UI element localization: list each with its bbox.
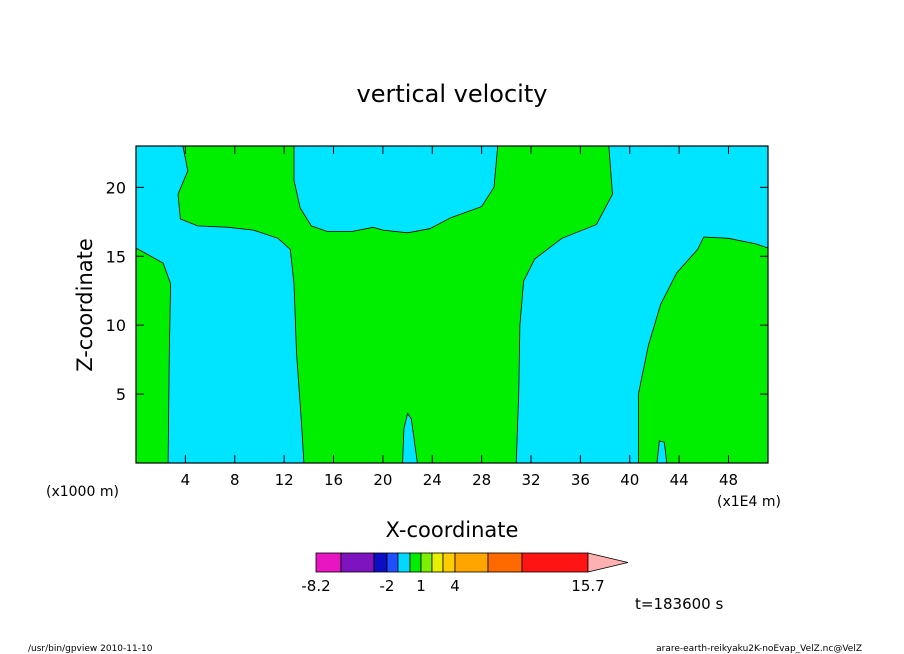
colorbar-label: 4 [450,577,460,595]
x-tick-label: 16 [324,471,343,489]
colorbar-label: -2 [380,577,395,595]
x-tick-label: 28 [472,471,491,489]
colorbar-segment [420,552,433,573]
positive-region-left-edge [135,247,172,464]
x-tick-label: 8 [230,471,240,489]
y-tick-label: 5 [116,385,126,404]
colorbar-segment [386,552,399,573]
colorbar-segment [521,552,589,573]
colorbar [315,552,629,573]
x-axis-label: X-coordinate [386,518,519,542]
colorbar-segment [487,552,523,573]
positive-region-right-lower [638,236,769,464]
y-tick-label: 20 [106,178,126,197]
x-tick-label: 24 [423,471,442,489]
colorbar-label: 15.7 [571,577,604,595]
time-label: t=183600 s [635,595,723,613]
footer-left: /usr/bin/gpview 2010-11-10 [28,644,153,654]
colorbar-segment [409,552,422,573]
colorbar-segment [431,552,444,573]
x-tick-label: 44 [670,471,689,489]
x-tick-label: 40 [620,471,639,489]
colorbar-label: 1 [416,577,426,595]
colorbar-segment [373,552,388,573]
footer-right: arare-earth-reikyaku2K-noEvap_VelZ.nc@Ve… [656,644,862,654]
y-tick-label: 10 [106,316,126,335]
x-tick-label: 32 [521,471,540,489]
y-axis-label: Z-coordinate [73,238,97,372]
colorbar-segment [340,552,375,573]
colorbar-segment [442,552,456,573]
x-tick-label: 48 [719,471,738,489]
colorbar-segment [454,552,489,573]
colorbar-segment [315,552,342,573]
x-tick-label: 20 [373,471,392,489]
chart-title: vertical velocity [357,80,548,108]
x-units-right: (x1E4 m) [717,494,781,510]
y-tick-label: 15 [106,247,126,266]
colorbar-arrow [587,552,629,573]
plot-frame [135,145,769,464]
positive-region-central-band [177,145,613,464]
colorbar-segment [397,552,411,573]
x-units-left: (x1000 m) [46,484,119,500]
x-tick-label: 36 [571,471,590,489]
colorbar-labels: -8.2 -2 1 4 15.7 [301,577,604,595]
x-tick-label: 12 [275,471,294,489]
colorbar-label: -8.2 [301,577,330,595]
x-tick-label: 4 [181,471,191,489]
